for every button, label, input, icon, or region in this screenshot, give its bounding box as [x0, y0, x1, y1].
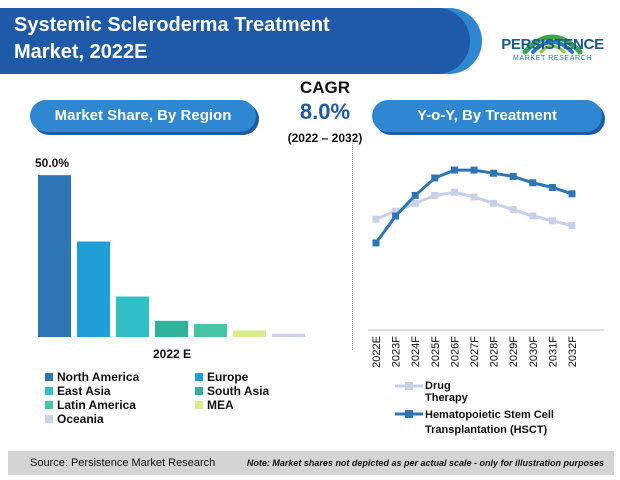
bar-east-asia	[116, 296, 149, 337]
series-point	[529, 179, 537, 187]
bar-chart: 50.0% 2022 E	[35, 156, 305, 361]
legend-latin-america: Latin America	[45, 398, 136, 412]
x-tick-label: 2027F	[469, 336, 481, 367]
bar-europe	[77, 241, 110, 337]
legend-swatch-east-asia	[45, 387, 53, 395]
series-point	[470, 193, 478, 201]
legend-line-drug-therapy-icon	[395, 382, 423, 390]
legend-east-asia: East Asia	[45, 384, 111, 398]
series-point	[411, 199, 419, 207]
x-tick-label: 2031F	[547, 336, 559, 367]
footer: Source: Persistence Market Research Note…	[8, 451, 614, 475]
x-tick-label: 2026F	[449, 336, 461, 367]
logo-name: PERSISTENCE	[501, 36, 604, 53]
legend-swatch-europe	[195, 373, 203, 381]
bar-north-america	[38, 175, 71, 337]
bar-mea	[233, 330, 266, 337]
series-point	[509, 206, 517, 214]
legend-label: South Asia	[207, 384, 270, 398]
yoy-header: Y-o-Y, By Treatment	[372, 100, 602, 132]
series-point	[372, 239, 380, 247]
legend-line-hsct-icon	[395, 410, 423, 418]
legend-europe: Europe	[195, 370, 248, 384]
series-point	[392, 212, 400, 220]
bar-south-asia	[155, 320, 188, 337]
x-tick-label: 2029F	[508, 336, 520, 367]
title-line-1: Systemic Scleroderma Treatment	[14, 14, 330, 36]
logo-mark-icon	[522, 34, 583, 55]
legend-label: North America	[57, 370, 140, 384]
legend-south-asia: South Asia	[195, 384, 269, 398]
legend-oceania: Oceania	[45, 412, 104, 426]
series-point	[450, 166, 458, 174]
legend-label: Europe	[207, 370, 249, 384]
x-tick-label: 2024F	[410, 336, 422, 367]
series-point	[392, 207, 400, 215]
series-point	[490, 199, 498, 207]
series-point	[470, 166, 478, 174]
legend-swatch-latin-america	[45, 401, 53, 409]
page-title: Systemic Scleroderma Treatment Market, 2…	[14, 12, 454, 66]
bar-data-label: 50.0%	[35, 156, 69, 170]
x-tick-label: 2023F	[391, 336, 403, 367]
series-point	[450, 188, 458, 196]
legend-north-america: North America	[45, 370, 139, 384]
title-banner	[0, 8, 470, 74]
series-point	[372, 215, 380, 223]
legend-label: East Asia	[57, 384, 111, 398]
series-point	[529, 212, 537, 220]
bar-latin-america	[194, 324, 227, 337]
series-point	[568, 190, 576, 198]
logo-subtitle: MARKET RESEARCH	[513, 55, 592, 62]
series-point	[431, 191, 439, 199]
legend-swatch-north-america	[45, 373, 53, 381]
cagr-label: CAGR	[299, 78, 351, 97]
series-point	[568, 222, 576, 229]
x-tick-label: 2022E	[371, 336, 383, 368]
series-line-hsct	[374, 168, 573, 244]
x-tick-label: 2025F	[430, 336, 442, 367]
cagr-value: 8.0%	[299, 99, 351, 124]
series-point	[490, 169, 498, 177]
legend-hsct: Hematopoietic Stem Cell Transplantation …	[395, 408, 615, 436]
panel-divider	[352, 140, 353, 350]
legend-label: Hematopoietic Stem Cell Transplantation …	[425, 409, 554, 436]
cagr-period: (2022 – 2032)	[287, 131, 363, 145]
legend-mea: MEA	[195, 398, 234, 412]
line-chart: 2022E 2023F 2024F 2025F 2026F 2027F 2028F 2029F…	[368, 166, 604, 368]
x-tick-label: 2028F	[489, 336, 501, 367]
bar-oceania	[272, 333, 305, 337]
series-point	[431, 174, 439, 182]
legend-swatch-oceania	[45, 415, 53, 423]
legend-label: Latin America	[57, 398, 136, 412]
series-point	[411, 191, 419, 199]
bar-x-axis-label: 2022 E	[153, 347, 191, 361]
footer-note: Note: Market shares not depicted as per …	[246, 458, 604, 468]
legend-label: Oceania	[57, 412, 104, 426]
x-tick-label: 2032F	[567, 336, 579, 367]
legend-swatch-mea	[195, 401, 203, 409]
series-point	[548, 217, 556, 225]
legend-drug-therapy: Drug Therapy	[395, 380, 468, 404]
series-point	[509, 172, 517, 180]
market-share-header: Market Share, By Region	[30, 100, 256, 132]
title-line-2: Market, 2022E	[14, 41, 148, 63]
legend-label: MEA	[207, 398, 234, 412]
series-point	[548, 184, 556, 191]
legend-label: Drug Therapy	[425, 380, 468, 404]
footer-source: Source: Persistence Market Research	[30, 457, 216, 469]
legend-swatch-south-asia	[195, 387, 203, 395]
x-tick-label: 2030F	[528, 336, 540, 367]
